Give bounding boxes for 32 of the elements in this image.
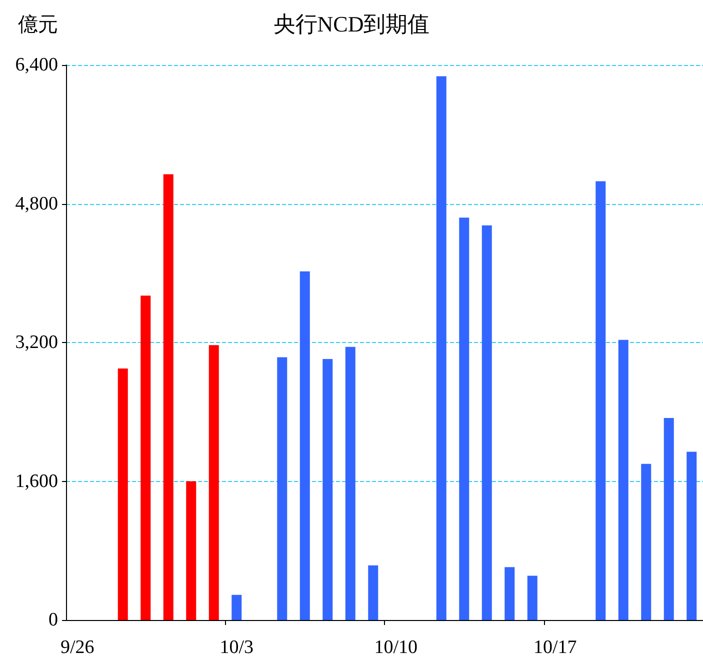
bar	[277, 357, 288, 620]
bar	[618, 340, 628, 620]
bar	[596, 181, 606, 620]
bar	[368, 565, 378, 620]
bar	[322, 358, 333, 620]
bar	[527, 576, 538, 620]
bar	[482, 225, 492, 620]
y-axis-title: 億元	[18, 14, 58, 36]
bar	[118, 368, 128, 620]
bar	[186, 481, 196, 620]
y-tick-label: 3,200	[15, 332, 58, 353]
bar	[686, 452, 697, 620]
y-tick-label: 4,800	[15, 193, 58, 214]
x-tick-label: 10/17	[533, 637, 577, 658]
bar	[140, 296, 151, 620]
bar	[436, 76, 446, 620]
chart-title: 央行NCD到期值	[273, 12, 430, 36]
y-tick-label: 0	[48, 610, 58, 630]
bar	[641, 464, 652, 620]
bar	[664, 418, 674, 620]
y-tick-label: 1,600	[15, 470, 58, 492]
bar	[459, 218, 470, 620]
y-tick-label: 6,400	[15, 54, 58, 76]
bar	[300, 271, 310, 620]
bar	[345, 346, 356, 620]
bar	[163, 174, 174, 620]
bar	[208, 345, 219, 620]
x-tick-label: 10/10	[374, 637, 418, 658]
x-tick-label: 9/26	[60, 637, 94, 658]
bar	[504, 567, 515, 620]
x-tick-label: 10/3	[220, 637, 254, 658]
bar	[232, 594, 242, 620]
